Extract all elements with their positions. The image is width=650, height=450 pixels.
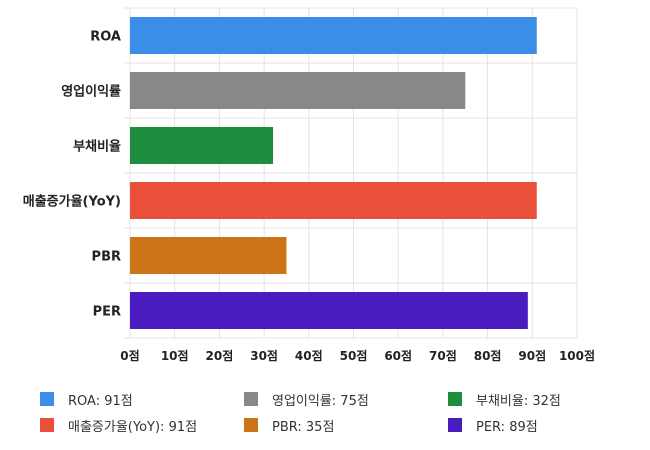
bar (130, 237, 287, 274)
legend-item: 영업이익률: 75점 (244, 390, 448, 409)
category-label: 매출증가율(YoY) (23, 194, 121, 210)
x-tick-label: 100점 (559, 348, 595, 363)
legend-label: ROA: 91점 (68, 393, 133, 409)
legend-swatch (40, 418, 54, 432)
legend-swatch (244, 418, 258, 432)
x-tick-label: 0점 (120, 348, 139, 363)
x-tick-label: 20점 (206, 348, 234, 363)
legend-item: 매출증가율(YoY): 91점 (40, 416, 244, 435)
category-label: PBR (92, 250, 121, 265)
category-label: PER (93, 305, 121, 320)
legend-label: 매출증가율(YoY): 91점 (68, 419, 198, 435)
bars (130, 17, 537, 329)
legend-item: PER: 89점 (448, 416, 640, 435)
x-tick-label: 30점 (250, 348, 278, 363)
x-tick-label: 50점 (340, 348, 368, 363)
legend-label: 영업이익률: 75점 (272, 393, 369, 409)
legend-item: 부채비율: 32점 (448, 390, 640, 409)
category-label: 영업이익률 (61, 84, 121, 100)
x-tick-label: 80점 (474, 348, 502, 363)
x-tick-label: 70점 (429, 348, 457, 363)
legend-item: ROA: 91점 (40, 390, 244, 409)
legend-swatch (40, 392, 54, 406)
x-tick-label: 40점 (295, 348, 323, 363)
legend-item: PBR: 35점 (244, 416, 448, 435)
legend-label: PBR: 35점 (272, 419, 335, 435)
x-axis-tick-labels: 0점 10점 20점 30점 40점 50점 60점 70점 80점 90점 100점 (120, 348, 595, 363)
x-tick-label: 90점 (518, 348, 546, 363)
bar (130, 127, 274, 164)
bar (130, 72, 466, 109)
category-label: 부채비율 (73, 139, 121, 155)
legend-label: 부채비율: 32점 (476, 393, 561, 409)
grid-lines (124, 7, 578, 339)
bar (130, 292, 528, 329)
bar (130, 17, 537, 54)
category-label: ROA (90, 30, 121, 45)
bar (130, 182, 537, 219)
legend-swatch (244, 392, 258, 406)
legend-swatch (448, 418, 462, 432)
legend-swatch (448, 392, 462, 406)
legend-label: PER: 89점 (476, 419, 538, 435)
x-tick-label: 10점 (161, 348, 189, 363)
x-tick-label: 60점 (384, 348, 412, 363)
